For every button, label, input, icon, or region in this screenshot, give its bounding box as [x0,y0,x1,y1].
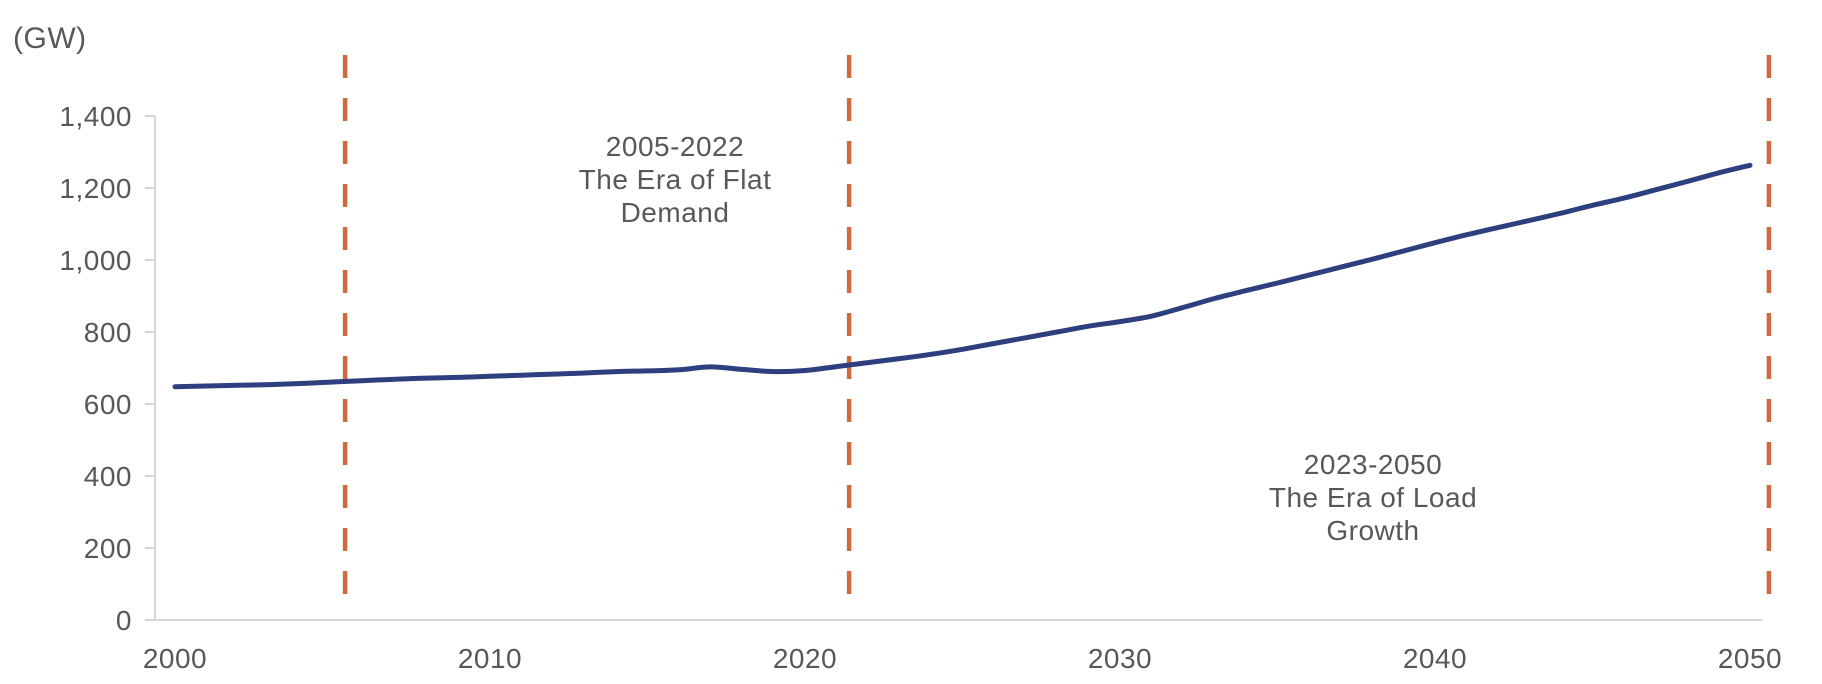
y-axis-ticks: 0 200 400 600 800 1,000 1,200 1,400 [59,101,155,636]
y-tick-label: 400 [84,461,132,492]
y-tick-label: 1,000 [59,245,132,276]
era-annotation-line: 2023-2050 [1304,449,1442,480]
era-annotation-line: The Era of Load [1269,482,1477,513]
era-annotation-line: 2005-2022 [606,131,744,162]
era-annotation-line: Growth [1326,515,1419,546]
demand-line [172,162,1753,390]
y-tick-label: 600 [84,389,132,420]
era-divider-lines [342,55,1772,607]
y-tick-label: 1,200 [59,173,132,204]
x-tick-label: 2020 [773,643,837,674]
x-tick-label: 2030 [1088,643,1152,674]
data-series [172,162,1753,390]
era-annotation-line: Demand [621,197,730,228]
x-axis-ticks: 2000 2010 2020 2030 2040 2050 [143,643,1782,674]
y-axis-unit-label: (GW) [13,22,87,55]
y-tick-label: 800 [84,317,132,348]
y-tick-label: 200 [84,533,132,564]
x-tick-label: 2050 [1718,643,1782,674]
era-annotation-line: The Era of Flat [579,164,772,195]
y-tick-label: 1,400 [59,101,132,132]
x-tick-label: 2040 [1403,643,1467,674]
x-tick-label: 2010 [458,643,522,674]
x-tick-label: 2000 [143,643,207,674]
y-tick-label: 0 [116,605,132,636]
